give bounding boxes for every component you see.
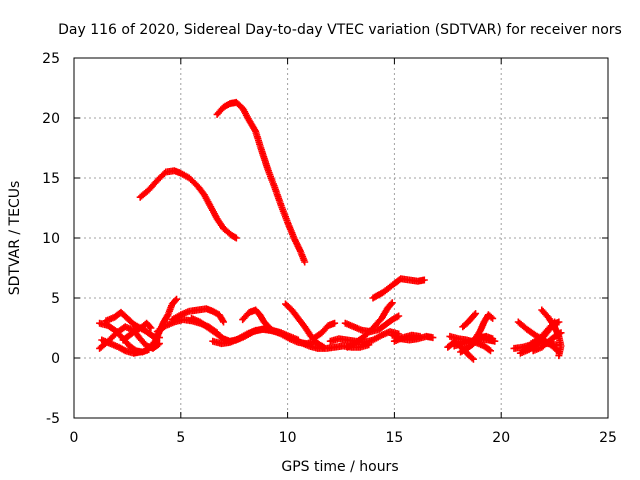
data-points [96,98,565,363]
series-arc-6 [98,336,144,357]
grid-lines [74,58,608,418]
y-tick-label: 10 [42,231,60,247]
y-axis-label: SDTVAR / TECUs [7,181,23,296]
series-markers [98,336,144,357]
series-markers [369,275,428,302]
series-markers [390,331,424,345]
y-tick-label: 0 [51,351,60,367]
x-tick-label: 25 [599,430,617,446]
series-markers [343,299,396,351]
series-arc-21 [343,299,396,351]
series-markers [469,311,497,345]
y-tick-label: -5 [46,411,60,427]
series-markers [459,310,480,331]
series-arc-2 [213,98,309,266]
y-tick-label: 5 [51,291,60,307]
series-arc-27 [459,310,480,331]
series-arc-18 [309,319,339,343]
x-tick-label: 0 [70,430,79,446]
x-tick-label: 10 [279,430,297,446]
y-tick-label: 15 [42,171,60,187]
x-tick-labels: 0 5 10 15 20 25 [70,430,617,446]
series-arc-11 [168,305,228,326]
axis-ticks [73,57,609,419]
y-tick-label: 20 [42,111,60,127]
series-markers [168,305,228,326]
y-tick-label: 25 [42,51,60,67]
series-arc-8 [119,319,155,344]
series-arc-3 [369,275,428,302]
series-markers [213,98,309,266]
series-arc-29 [444,338,477,363]
series-arc-28 [469,311,497,345]
series-arc-35 [529,329,565,355]
x-tick-label: 5 [176,430,185,446]
series-markers [136,167,240,242]
x-tick-label: 20 [492,430,510,446]
series-markers [309,319,339,343]
series-markers [119,319,155,344]
series-markers [529,329,565,355]
x-axis-label: GPS time / hours [281,459,398,475]
series-markers [444,338,477,363]
x-tick-label: 15 [385,430,403,446]
series-arc-1 [136,167,240,242]
chart-title: Day 116 of 2020, Sidereal Day-to-day VTE… [58,22,622,38]
series-arc-23 [390,331,424,345]
y-tick-labels: -5 0 5 10 15 20 25 [42,51,60,427]
